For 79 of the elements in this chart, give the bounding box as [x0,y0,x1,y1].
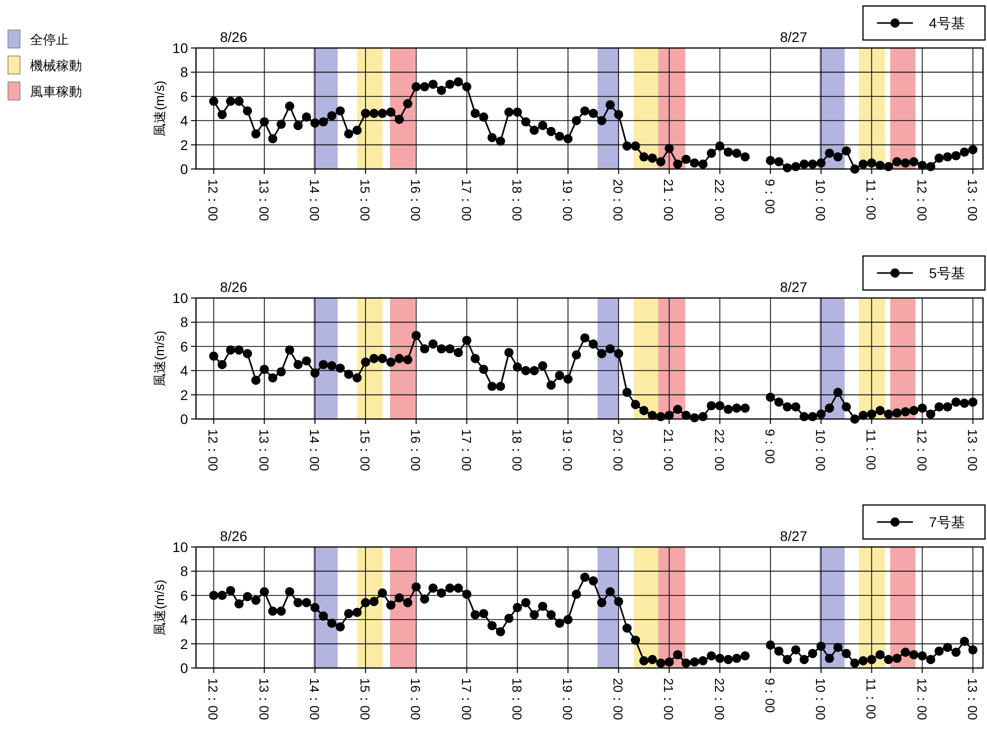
x-tick-label: 16：00 [408,179,424,221]
y-tick-label: 6 [180,88,188,104]
x-tick-label: 22：00 [712,179,727,221]
y-tick-label: 4 [180,362,188,379]
y-axis-title: 風速(m/s) [152,80,167,136]
y-tick-label: 0 [180,161,188,177]
x-tick-label: 17：00 [458,678,474,720]
x-tick-label: 13：00 [964,678,980,720]
y-tick-label: 4 [180,112,188,129]
x-tick-label: 14：00 [306,429,322,471]
x-tick-label: 17：00 [458,429,474,471]
text: 8/27 [780,29,808,45]
x-tick-label: 12：00 [914,429,930,471]
x-tick-label: 10：00 [813,678,828,720]
x-tick-label: 21：00 [661,678,676,720]
x-tick-label: 20：00 [610,678,626,720]
x-tick-label: 13：00 [256,179,272,221]
x-tick-label: 12：00 [206,678,221,720]
x-tick-label: 13：00 [256,678,272,720]
y-tick-label: 0 [180,411,188,427]
y-tick-label: 2 [180,136,188,153]
text: 8/26 [220,29,248,45]
x-tick-label: 13：00 [256,429,272,471]
band-legend: 全停止 機械稼動 風車稼動 [8,30,82,100]
y-tick-label: 8 [180,563,188,580]
x-tick-label: 15：00 [358,429,373,471]
x-tick-label: 22：00 [712,678,727,720]
x-tick-label: 14：00 [306,678,322,720]
legend-label: 7号基 [929,514,965,530]
x-tick-label: 19：00 [560,429,575,471]
y-tick-label: 10 [172,40,188,56]
x-tick-label: 12：00 [206,429,221,471]
y-tick-label: 8 [180,314,188,330]
legend-label: 4号基 [929,15,965,31]
x-tick-label: 19：00 [560,678,575,720]
x-tick-label: 18：00 [509,429,524,471]
x-tick-label: 12：00 [914,678,930,720]
x-tick-label: 16：00 [408,429,424,471]
x-tick-label: 12：00 [914,179,930,221]
x-tick-label: 21：00 [661,179,676,221]
x-tick-label: 15：00 [358,678,373,720]
text: 8/26 [220,528,248,544]
text: 8/27 [780,528,808,544]
x-tick-label: 10：00 [813,429,828,471]
y-axis-title: 風速(m/s) [152,330,167,386]
x-tick-label: 22：00 [712,429,727,471]
x-tick-label: 12：00 [206,179,221,221]
y-tick-label: 2 [180,386,188,403]
y-tick-label: 2 [180,636,188,652]
x-tick-label: 17：00 [458,179,474,221]
x-tick-label: 9：00 [762,678,778,713]
text: 8/26 [220,279,248,295]
y-tick-label: 6 [180,587,188,604]
x-tick-label: 20：00 [610,429,626,471]
x-tick-label: 18：00 [509,678,524,720]
y-tick-label: 6 [180,338,188,354]
y-tick-label: 0 [180,660,188,676]
x-tick-label: 11：00 [864,179,879,220]
text: 8/27 [780,279,808,295]
x-tick-label: 18：00 [509,179,524,221]
y-tick-label: 8 [180,64,188,80]
x-tick-label: 10：00 [813,179,828,221]
legend-label: 5号基 [929,265,965,281]
x-tick-label: 15：00 [358,179,373,221]
x-tick-label: 11：00 [864,429,879,470]
x-tick-label: 13：00 [964,429,980,471]
x-tick-label: 16：00 [408,678,424,720]
x-tick-label: 19：00 [560,179,575,221]
y-tick-label: 10 [172,290,188,306]
x-tick-label: 13：00 [964,179,980,221]
y-tick-label: 10 [172,539,188,555]
x-tick-label: 20：00 [610,179,626,221]
x-tick-label: 14：00 [306,179,322,221]
y-tick-label: 4 [180,612,188,628]
x-tick-label: 9：00 [762,179,778,214]
x-tick-label: 9：00 [762,429,778,464]
y-axis-title: 風速(m/s) [152,580,167,636]
x-tick-label: 11：00 [864,678,879,719]
x-tick-label: 21：00 [661,429,676,471]
